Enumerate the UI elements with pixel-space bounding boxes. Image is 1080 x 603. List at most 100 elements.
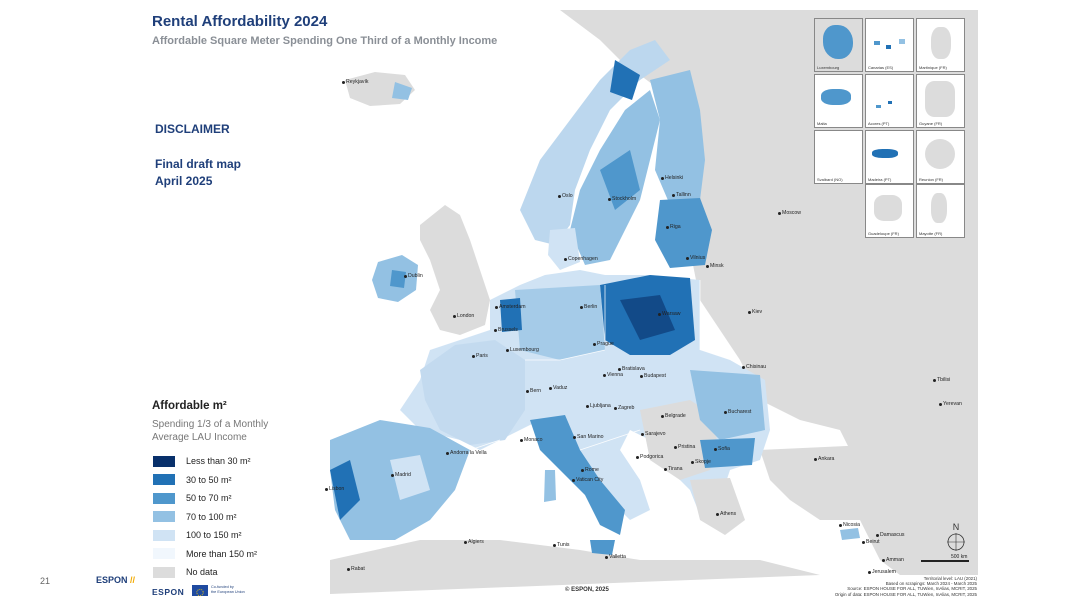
city-label-amman: Amman bbox=[886, 557, 904, 563]
legend-row: More than 150 m² bbox=[152, 545, 292, 564]
city-dot bbox=[495, 306, 498, 309]
source-line-2: Based on scrapings: March 2024 - March 2… bbox=[885, 581, 977, 587]
city-dot bbox=[839, 524, 842, 527]
city-dot bbox=[603, 374, 606, 377]
legend-title: Affordable m² bbox=[152, 400, 227, 412]
city-label-skopje: Skopje bbox=[695, 459, 711, 465]
city-label-amsterdam: Amsterdam bbox=[499, 304, 526, 310]
city-label-minsk: Minsk bbox=[710, 263, 724, 269]
landmass-africa bbox=[330, 540, 820, 594]
espon-mark: ESPON // bbox=[96, 575, 135, 585]
city-label-pristina: Pristina bbox=[678, 444, 696, 450]
city-dot bbox=[446, 452, 449, 455]
city-dot bbox=[472, 355, 475, 358]
city-label-valletta: Valletta bbox=[609, 554, 626, 560]
region-germany bbox=[515, 285, 605, 360]
city-label-jerusalem: Jerusalem bbox=[872, 569, 896, 575]
city-dot bbox=[564, 258, 567, 261]
inset-label-malta: Malta bbox=[817, 121, 827, 126]
legend-row: 50 to 70 m² bbox=[152, 489, 292, 508]
city-dot bbox=[506, 349, 509, 352]
city-dot bbox=[674, 446, 677, 449]
city-dot bbox=[939, 403, 942, 406]
inset-svalbard: Svalbard (NO) bbox=[814, 130, 863, 184]
landmass-turkey bbox=[760, 440, 978, 575]
city-dot bbox=[876, 534, 879, 537]
legend-row: Less than 30 m² bbox=[152, 452, 292, 471]
city-dot bbox=[586, 405, 589, 408]
inset-reunion: Reunion (FR) bbox=[916, 130, 965, 184]
city-dot bbox=[666, 226, 669, 229]
city-dot bbox=[464, 541, 467, 544]
city-label-chisinau: Chisinau bbox=[746, 364, 767, 370]
landmass-norway bbox=[520, 40, 670, 245]
legend-row: 100 to 150 m² bbox=[152, 526, 292, 545]
city-label-helsinki: Helsinki bbox=[665, 175, 684, 181]
city-dot bbox=[605, 556, 608, 559]
legend-swatch bbox=[152, 547, 176, 561]
city-dot bbox=[641, 433, 644, 436]
legend-subtitle-line-2: Average LAU Income bbox=[152, 432, 247, 443]
legend-label: 50 to 70 m² bbox=[186, 493, 232, 504]
city-label-vilnius: Vilnius bbox=[690, 255, 706, 261]
city-dot bbox=[724, 411, 727, 414]
north-label: N bbox=[952, 522, 960, 532]
compass-icon bbox=[947, 533, 965, 551]
city-dot bbox=[593, 343, 596, 346]
city-label-madrid: Madrid bbox=[395, 472, 411, 478]
source-notes: Territorial level: LAU (2021) Based on s… bbox=[835, 576, 977, 597]
city-dot bbox=[706, 265, 709, 268]
city-label-podgorica: Podgorica bbox=[640, 454, 664, 460]
landmass-finland bbox=[650, 70, 705, 205]
city-dot bbox=[325, 488, 328, 491]
inset-canarias: Canarias (ES) bbox=[865, 18, 914, 72]
inset-luxembourg: Luxembourg bbox=[814, 18, 863, 72]
city-label-san-marino: San Marino bbox=[577, 434, 604, 440]
legend-swatch bbox=[152, 510, 176, 524]
city-dot bbox=[691, 461, 694, 464]
landmass-denmark bbox=[548, 228, 580, 270]
scale-bar-line bbox=[921, 560, 969, 562]
city-label-vaduz: Vaduz bbox=[553, 385, 568, 391]
inset-label-luxembourg: Luxembourg bbox=[817, 65, 840, 70]
city-label-damascus: Damascus bbox=[880, 532, 905, 538]
inset-label-svalbard: Svalbard (NO) bbox=[817, 177, 843, 182]
city-dot bbox=[526, 390, 529, 393]
draft-note: Final draft map April 2025 bbox=[155, 156, 241, 190]
city-dot bbox=[862, 541, 865, 544]
legend-swatch bbox=[152, 528, 176, 542]
city-dot bbox=[714, 448, 717, 451]
espon-logo: ESPON bbox=[152, 587, 185, 597]
eu-stars-icon bbox=[196, 588, 204, 597]
legend-label: Less than 30 m² bbox=[186, 456, 251, 467]
region-italy bbox=[530, 415, 625, 535]
legend-swatch bbox=[152, 473, 176, 487]
scale-label: 500 km bbox=[951, 554, 968, 560]
inset-mayotte: Mayotte (FR) bbox=[916, 184, 965, 238]
eu-cofunded-text: Co-funded by the European Union bbox=[211, 585, 245, 594]
city-label-nicosia: Nicosia bbox=[843, 522, 861, 528]
draft-line-2: April 2025 bbox=[155, 174, 213, 188]
city-dot bbox=[614, 407, 617, 410]
city-dot bbox=[664, 468, 667, 471]
inset-malta: Malta bbox=[814, 74, 863, 128]
city-dot bbox=[748, 311, 751, 314]
landmass-baltics bbox=[655, 198, 712, 268]
city-dot bbox=[814, 458, 817, 461]
city-dot bbox=[608, 198, 611, 201]
city-label-stockholm: Stockholm bbox=[612, 196, 637, 202]
inset-label-reunion: Reunion (FR) bbox=[919, 177, 944, 182]
city-label-bucharest: Bucharest bbox=[728, 409, 752, 415]
city-dot bbox=[672, 194, 675, 197]
city-label-prague: Prague bbox=[597, 341, 614, 347]
inset-martinique: Martinique (FR) bbox=[916, 18, 965, 72]
city-label-vatican: Vatican City bbox=[576, 477, 604, 483]
city-dot bbox=[494, 329, 497, 332]
city-label-luxembourg: Luxembourg bbox=[510, 347, 539, 353]
city-label-copenhagen: Copenhagen bbox=[568, 256, 598, 262]
city-dot bbox=[391, 474, 394, 477]
page-number: 21 bbox=[40, 576, 51, 586]
legend-row: 30 to 50 m² bbox=[152, 471, 292, 490]
city-label-tirana: Tirana bbox=[668, 466, 683, 472]
city-dot bbox=[549, 387, 552, 390]
